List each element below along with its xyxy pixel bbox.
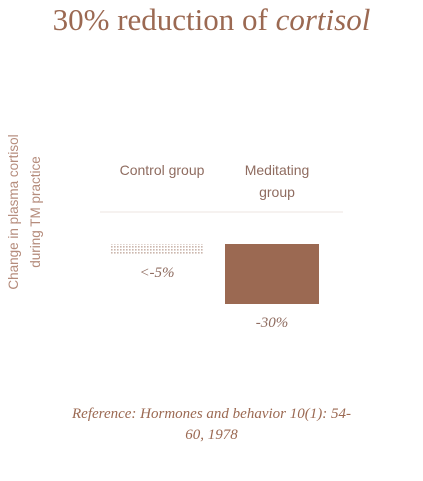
reference: Reference: Hormones and behavior 10(1): …	[72, 406, 351, 443]
chart-title: 30% reduction of cortisol	[0, 2, 423, 38]
bar	[225, 244, 319, 304]
value-label: -30%	[255, 315, 289, 331]
bar	[110, 244, 204, 254]
title-text: 30% reduction of	[52, 2, 268, 37]
x-tick-label: Meditating group	[244, 162, 310, 200]
value-label: <-5%	[139, 265, 175, 281]
x-tick-label: Control group	[119, 162, 205, 178]
title-emphasis: cortisol	[275, 2, 371, 37]
